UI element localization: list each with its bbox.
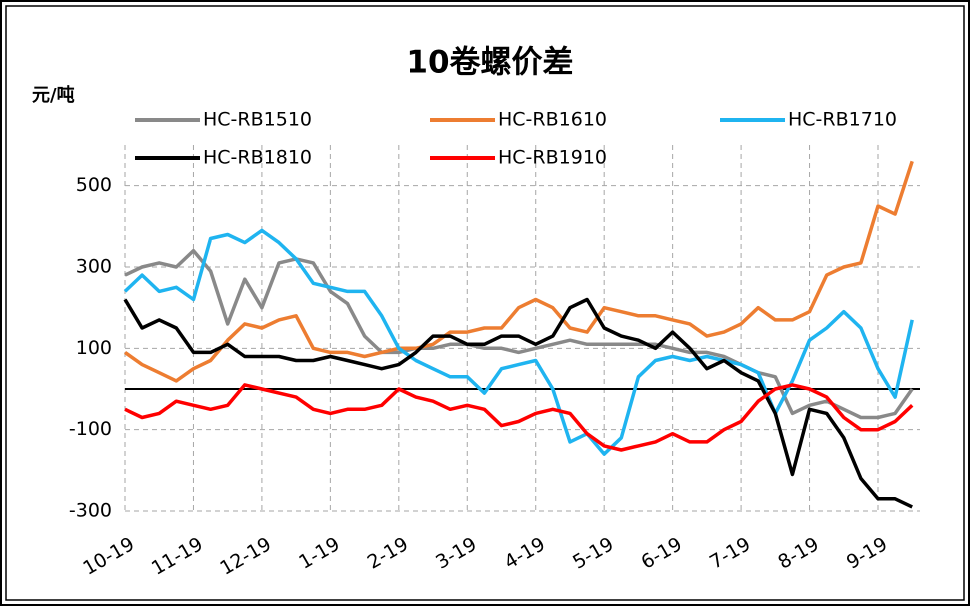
x-tick-label: 8-19 [774, 533, 822, 574]
y-tick-label: -100 [69, 418, 112, 440]
x-tick-label: 5-19 [569, 533, 617, 574]
x-tick-label: 10-19 [79, 533, 138, 580]
series-line [123, 228, 914, 456]
legend-label: HC-RB1610 [498, 109, 607, 131]
series-line [123, 160, 914, 383]
y-tick-label: 500 [76, 174, 112, 196]
y-tick-label: -300 [69, 500, 112, 522]
x-tick-label: 3-19 [432, 533, 480, 574]
x-tick-label: 4-19 [501, 533, 549, 574]
inner-frame [5, 5, 965, 601]
series-line [123, 297, 913, 509]
x-tick-label: 12-19 [216, 533, 275, 580]
series-line [124, 248, 914, 420]
y-axis-label: 元/吨 [32, 84, 75, 106]
x-tick-label: 2-19 [364, 533, 412, 574]
series-line [124, 383, 914, 452]
legend-label: HC-RB1810 [203, 147, 312, 169]
x-tick-label: 1-19 [295, 533, 343, 574]
x-tick-label: 11-19 [148, 533, 207, 580]
x-tick-label: 6-19 [638, 533, 686, 574]
legend-label: HC-RB1510 [203, 109, 312, 131]
y-tick-label: 100 [76, 337, 112, 359]
legend-label: HC-RB1710 [788, 109, 897, 131]
x-tick-label: 9-19 [843, 533, 891, 574]
legend-label: HC-RB1910 [498, 147, 607, 169]
x-tick-label: 7-19 [706, 533, 754, 574]
y-tick-label: 300 [76, 256, 112, 278]
chart-title: 10卷螺价差 [406, 45, 573, 81]
